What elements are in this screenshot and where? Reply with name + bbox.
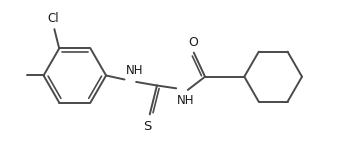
Text: S: S <box>144 120 152 133</box>
Text: O: O <box>188 36 198 49</box>
Text: NH: NH <box>126 64 143 77</box>
Text: NH: NH <box>177 94 194 107</box>
Text: Cl: Cl <box>47 12 59 25</box>
